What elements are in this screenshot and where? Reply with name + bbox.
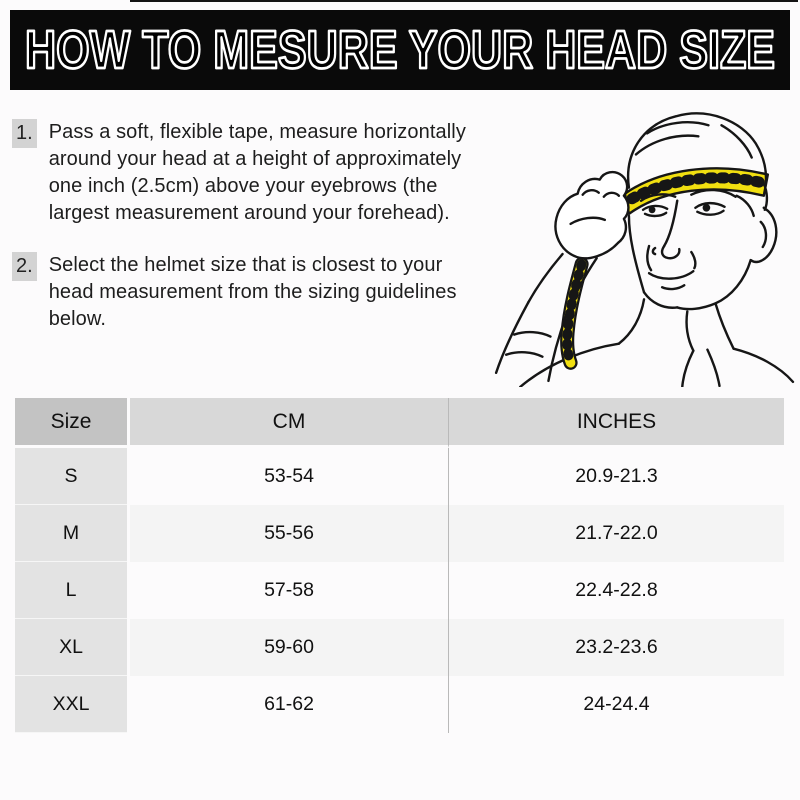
helmet-size-table: Size CM INCHES S 53-54 20.9-21.3 M 55-56… — [15, 398, 784, 733]
head-measuring-illustration — [478, 95, 800, 389]
man-hair — [626, 112, 769, 218]
man-measuring-head-drawing — [494, 112, 795, 389]
table-row: M 55-56 21.7-22.0 — [15, 505, 784, 562]
man-ear — [749, 206, 778, 264]
step-number-badge: 2. — [12, 252, 37, 281]
top-border-line — [130, 0, 798, 2]
page-title: HOW TO MESURE YOUR HEAD SIZE — [25, 20, 775, 80]
column-header-inches: INCHES — [448, 398, 784, 448]
table-row: S 53-54 20.9-21.3 — [15, 448, 784, 505]
instruction-step-2: 2. Select the helmet size that is closes… — [12, 252, 505, 333]
inches-cell: 22.4-22.8 — [448, 562, 784, 619]
size-table-body: S 53-54 20.9-21.3 M 55-56 21.7-22.0 L 57… — [15, 448, 784, 733]
man-forearm — [494, 252, 598, 383]
measuring-tape-tail — [560, 257, 589, 370]
size-cell: M — [15, 505, 127, 562]
instruction-step-1: 1. Pass a soft, flexible tape, measure h… — [12, 119, 505, 227]
step-text: Pass a soft, flexible tape, measure hori… — [48, 121, 466, 224]
column-header-size: Size — [15, 398, 127, 448]
table-row: XXL 61-62 24-24.4 — [15, 676, 784, 733]
table-row: L 57-58 22.4-22.8 — [15, 562, 784, 619]
cm-cell: 57-58 — [127, 562, 448, 619]
inches-cell: 20.9-21.3 — [448, 448, 784, 505]
step-text: Select the helmet size that is closest t… — [48, 254, 457, 330]
cm-cell: 53-54 — [127, 448, 448, 505]
cm-cell: 61-62 — [127, 676, 448, 733]
measuring-tape-band — [623, 167, 770, 216]
inches-cell: 21.7-22.0 — [448, 505, 784, 562]
table-row: XL 59-60 23.2-23.6 — [15, 619, 784, 676]
table-header-row: Size CM INCHES — [15, 398, 784, 448]
inches-cell: 23.2-23.6 — [448, 619, 784, 676]
cm-cell: 59-60 — [127, 619, 448, 676]
size-cell: XXL — [15, 676, 127, 733]
inches-cell: 24-24.4 — [448, 676, 784, 733]
cm-cell: 55-56 — [127, 505, 448, 562]
size-cell: S — [15, 448, 127, 505]
man-neck-shoulders — [519, 298, 795, 389]
title-banner: HOW TO MESURE YOUR HEAD SIZE — [10, 10, 790, 90]
size-cell: L — [15, 562, 127, 619]
banner-outlined-text: HOW TO MESURE YOUR HEAD SIZE — [24, 19, 777, 82]
man-hand-fist — [554, 170, 630, 260]
step-number-badge: 1. — [12, 119, 37, 148]
size-cell: XL — [15, 619, 127, 676]
man-facial-features — [639, 188, 737, 291]
column-header-cm: CM — [127, 398, 448, 448]
